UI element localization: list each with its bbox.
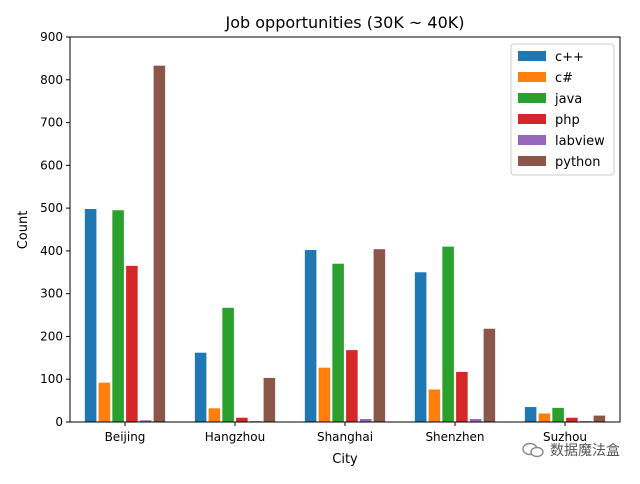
bar-java-shanghai xyxy=(332,263,344,422)
bar-c-beijing xyxy=(98,382,111,422)
bar-c-hangzhou xyxy=(194,352,207,422)
x-tick-label: Shenzhen xyxy=(425,430,484,444)
bar-c-suzhou xyxy=(538,413,551,422)
bar-c-beijing xyxy=(84,208,97,422)
legend-label-c: c++ xyxy=(555,50,584,65)
bar-c-shanghai xyxy=(318,367,331,422)
y-tick-label: 700 xyxy=(40,116,63,130)
chart-title: Job opportunities (30K ~ 40K) xyxy=(225,13,465,32)
bar-php-hangzhou xyxy=(236,417,248,422)
bar-labview-beijing xyxy=(139,420,152,422)
legend-swatch-java xyxy=(518,93,546,103)
y-tick-label: 800 xyxy=(40,73,63,87)
bar-c-shenzhen xyxy=(414,272,427,422)
watermark-text: 数据魔法盒 xyxy=(550,443,620,459)
x-axis-label: City xyxy=(332,452,358,467)
y-tick-label: 900 xyxy=(40,30,63,44)
bar-python-beijing xyxy=(153,65,166,423)
x-tick-label: Beijing xyxy=(105,430,146,444)
bar-c-suzhou xyxy=(524,407,537,422)
bar-labview-shenzhen xyxy=(469,419,482,422)
bar-php-suzhou xyxy=(566,417,578,422)
y-tick-label: 100 xyxy=(40,372,63,386)
bar-java-suzhou xyxy=(552,407,564,422)
x-tick-label: Shanghai xyxy=(317,430,373,444)
chat-bubbles-icon xyxy=(522,442,544,458)
bar-python-hangzhou xyxy=(263,377,276,422)
x-tick-label: Hangzhou xyxy=(205,430,265,444)
y-tick-label: 300 xyxy=(40,287,63,301)
bar-java-hangzhou xyxy=(222,307,234,422)
legend-swatch-labview xyxy=(518,135,546,145)
y-tick-label: 400 xyxy=(40,244,63,258)
bar-java-beijing xyxy=(112,210,124,422)
bar-php-shanghai xyxy=(346,350,358,422)
y-tick-label: 500 xyxy=(40,201,63,215)
x-tick-label: Suzhou xyxy=(543,430,587,444)
y-tick-label: 0 xyxy=(55,415,63,429)
bar-python-shenzhen xyxy=(483,328,496,422)
bar-labview-shanghai xyxy=(359,419,372,422)
legend-label-php: php xyxy=(555,113,580,128)
y-axis-label: Count xyxy=(16,211,31,250)
bar-c-shenzhen xyxy=(428,389,441,422)
bar-python-shanghai xyxy=(373,249,386,422)
legend-label-c: c# xyxy=(555,71,573,86)
axes-group: 0 100 200 300 400 500 600 700 800 900 Beijing Hangz… xyxy=(40,30,621,444)
legend: c++ c# java php labview python xyxy=(510,43,615,176)
legend-label-python: python xyxy=(555,155,600,170)
legend-label-java: java xyxy=(554,92,582,107)
bar-php-shenzhen xyxy=(456,371,468,422)
y-tick-label: 600 xyxy=(40,158,63,172)
watermark: 数据魔法盒 xyxy=(522,440,620,460)
legend-swatch-python xyxy=(518,156,546,166)
legend-swatch-c xyxy=(518,51,546,61)
bar-c-hangzhou xyxy=(208,408,221,422)
bar-c-shanghai xyxy=(304,250,317,422)
y-tick-label: 200 xyxy=(40,329,63,343)
legend-swatch-c xyxy=(518,72,546,82)
legend-swatch-php xyxy=(518,114,546,124)
legend-label-labview: labview xyxy=(555,134,605,149)
bar-java-shenzhen xyxy=(442,246,454,422)
bar-php-beijing xyxy=(126,265,138,422)
bar-python-suzhou xyxy=(593,415,606,422)
bars-group xyxy=(84,65,606,423)
